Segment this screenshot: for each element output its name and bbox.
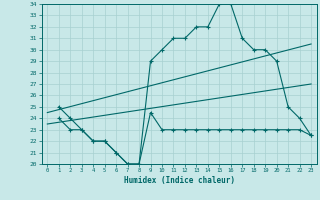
X-axis label: Humidex (Indice chaleur): Humidex (Indice chaleur) <box>124 176 235 185</box>
